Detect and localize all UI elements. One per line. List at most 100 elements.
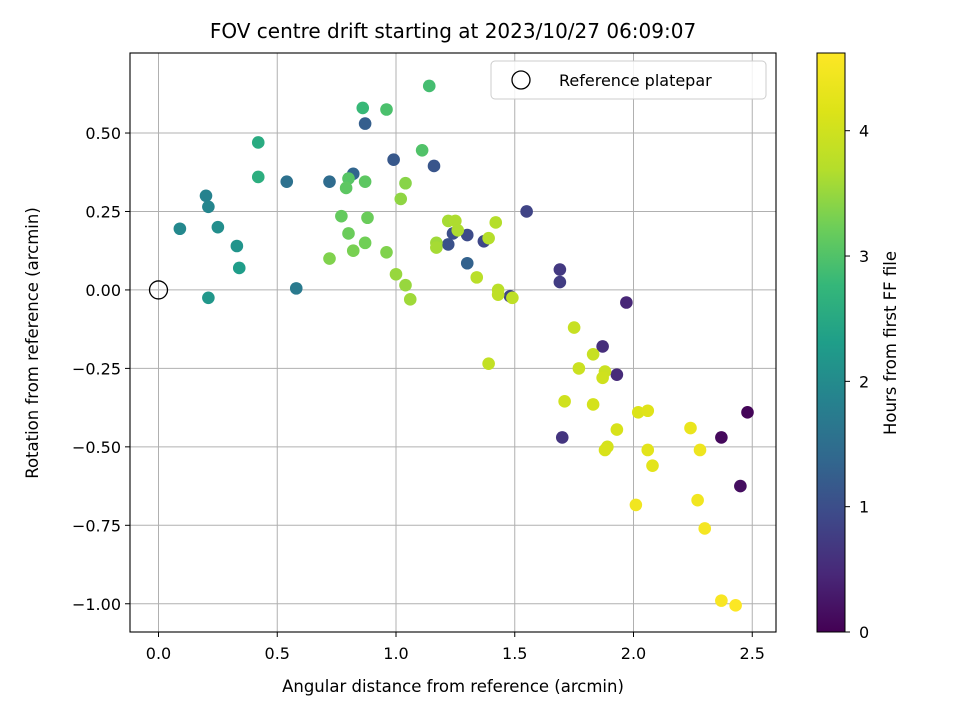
y-tick-label: 0.00	[85, 281, 121, 300]
x-axis-label: Angular distance from reference (arcmin)	[282, 677, 624, 696]
scatter-point	[629, 498, 643, 512]
scatter-point	[199, 189, 213, 203]
scatter-point	[389, 267, 403, 281]
scatter-point	[358, 117, 372, 130]
y-tick-label: −0.50	[72, 438, 121, 457]
scatter-point	[441, 238, 455, 251]
x-tick-label: 0.5	[265, 644, 290, 663]
scatter-point	[620, 296, 633, 309]
scatter-point	[399, 278, 412, 292]
scatter-point	[399, 176, 412, 190]
y-axis-label: Rotation from reference (arcmin)	[23, 207, 42, 479]
scatter-point	[470, 271, 484, 284]
scatter-point	[427, 159, 441, 173]
scatter-point	[506, 291, 519, 305]
colorbar	[816, 52, 846, 633]
colorbar-tick-label: 2	[859, 372, 869, 391]
colorbar-tick-label: 0	[859, 623, 869, 642]
scatter-point	[558, 395, 571, 408]
scatter-point	[422, 79, 436, 93]
scatter-point	[430, 241, 443, 254]
legend-marker-reference	[511, 70, 531, 90]
reference-platepar-marker	[148, 280, 169, 300]
colorbar-tick-label: 3	[859, 247, 869, 266]
scatter-point	[596, 371, 609, 385]
scatter-point	[335, 209, 348, 223]
scatter-point	[460, 256, 474, 270]
scatter-point	[358, 175, 372, 188]
scatter-point	[289, 282, 303, 295]
scatter-point	[520, 205, 533, 218]
scatter-point	[641, 404, 655, 418]
scatter-point	[491, 288, 505, 301]
scatter-point	[572, 362, 586, 375]
x-tick-label: 1.0	[383, 644, 408, 663]
x-tick-label: 2.5	[740, 644, 765, 663]
x-tick-label: 0.0	[146, 644, 171, 663]
colorbar-ticks: 0 1 2 3 4	[845, 122, 869, 642]
scatter-point	[641, 443, 655, 457]
x-tick-label: 1.5	[502, 644, 527, 663]
scatter-point	[586, 398, 600, 411]
scatter-point	[482, 357, 495, 370]
scatter-point	[280, 175, 294, 188]
x-axis-ticks: 0.0 0.5 1.0 1.5 2.0 2.5	[146, 632, 765, 663]
scatter-point	[698, 522, 712, 535]
scatter-point	[460, 228, 474, 242]
scatter-point	[553, 263, 567, 276]
scatter-point	[449, 214, 462, 228]
chart-title: FOV centre drift starting at 2023/10/27 …	[210, 19, 696, 43]
y-tick-label: 0.25	[85, 202, 121, 221]
y-tick-label: −0.25	[72, 359, 121, 378]
legend-entry-reference-platepar: Reference platepar	[559, 71, 712, 90]
scatter-point	[339, 181, 353, 195]
scatter-point	[323, 175, 336, 188]
legend-box	[490, 60, 767, 100]
scatter-point	[451, 224, 465, 237]
scatter-point	[202, 291, 215, 305]
y-tick-label: −1.00	[72, 595, 121, 614]
scatter-point	[598, 443, 612, 457]
scatter-point	[715, 594, 728, 607]
scatter-point	[610, 368, 624, 381]
scatter-point	[553, 275, 567, 289]
scatter-point	[342, 227, 355, 240]
scatter-point	[691, 493, 704, 507]
scatter-point	[230, 239, 244, 253]
scatter-point	[202, 200, 215, 214]
legend: Reference platepar	[490, 60, 767, 100]
scatter-point	[693, 443, 707, 457]
plot-frame	[129, 52, 777, 633]
scatter-point	[173, 222, 187, 236]
scatter-point	[631, 406, 645, 419]
y-tick-label: −0.75	[72, 516, 121, 535]
scatter-point	[403, 293, 417, 306]
scatter-point	[380, 245, 393, 259]
scatter-point	[380, 103, 393, 116]
scatter-point	[361, 211, 374, 225]
grid	[130, 53, 776, 632]
scatter-point	[482, 231, 495, 245]
colorbar-tick-label: 4	[859, 122, 869, 141]
scatter-point	[346, 244, 360, 258]
scatter-point	[251, 170, 265, 184]
scatter-point	[586, 347, 600, 361]
scatter-point	[342, 172, 355, 185]
scatter-point	[358, 236, 372, 250]
scatter-point	[489, 216, 503, 229]
scatter-point	[232, 261, 246, 275]
x-tick-label: 2.0	[621, 644, 646, 663]
scatter-point	[734, 479, 747, 493]
scatter-point	[741, 406, 754, 419]
scatter-point	[251, 136, 265, 149]
colorbar-label: Hours from first FF file	[881, 251, 900, 435]
y-tick-label: 0.50	[85, 124, 121, 143]
data-points	[148, 79, 754, 612]
scatter-point	[394, 192, 408, 206]
scatter-point	[415, 143, 429, 157]
scatter-point	[715, 431, 728, 444]
scatter-point	[729, 599, 742, 612]
scatter-point	[323, 252, 336, 265]
scatter-point	[356, 101, 370, 115]
